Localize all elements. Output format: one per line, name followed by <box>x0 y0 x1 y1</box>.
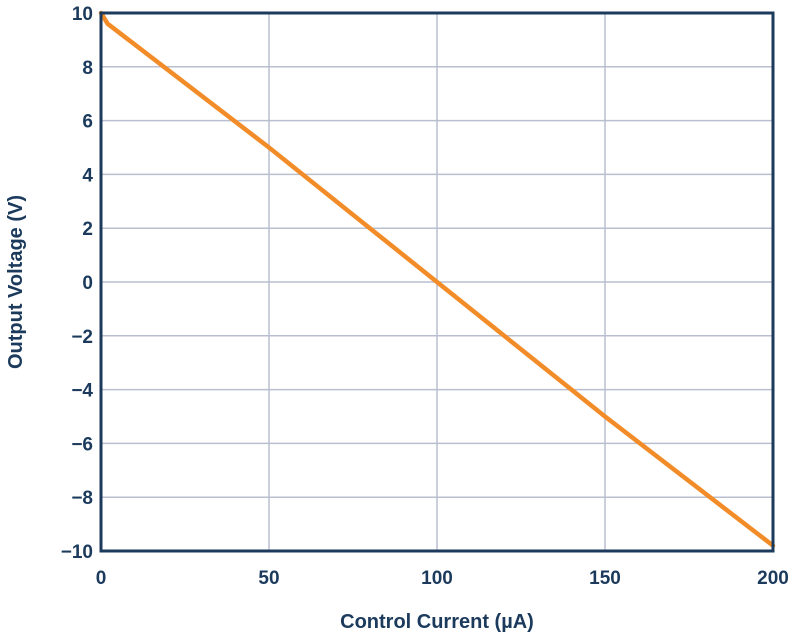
x-axis-ticks: 0 50 100 150 200 <box>96 568 789 589</box>
y-axis-ticks: 10 8 6 4 2 0 −2 −4 −6 −8 −10 <box>61 4 94 563</box>
series-line <box>98 10 776 548</box>
y-tick-label: 8 <box>82 58 93 79</box>
x-tick-label: 100 <box>421 568 453 589</box>
y-tick-label: −2 <box>71 327 93 348</box>
y-axis-title: Output Voltage (V) <box>5 195 27 369</box>
y-tick-label: −6 <box>71 434 93 455</box>
y-tick-label: 6 <box>82 112 93 133</box>
y-tick-label: 10 <box>72 4 93 25</box>
plot-frame <box>99 11 775 553</box>
y-tick-label: 0 <box>82 273 93 294</box>
series-layer <box>98 10 776 548</box>
y-tick-label: 4 <box>82 165 93 186</box>
y-tick-label: −8 <box>71 488 93 509</box>
x-tick-label: 200 <box>757 568 789 589</box>
y-tick-label: −4 <box>71 381 93 402</box>
x-axis-title: Control Current (µA) <box>340 611 534 633</box>
x-tick-label: 50 <box>258 568 279 589</box>
x-tick-label: 0 <box>96 568 107 589</box>
x-tick-label: 150 <box>589 568 621 589</box>
y-tick-label: −10 <box>61 542 93 563</box>
y-tick-label: 2 <box>82 219 93 240</box>
